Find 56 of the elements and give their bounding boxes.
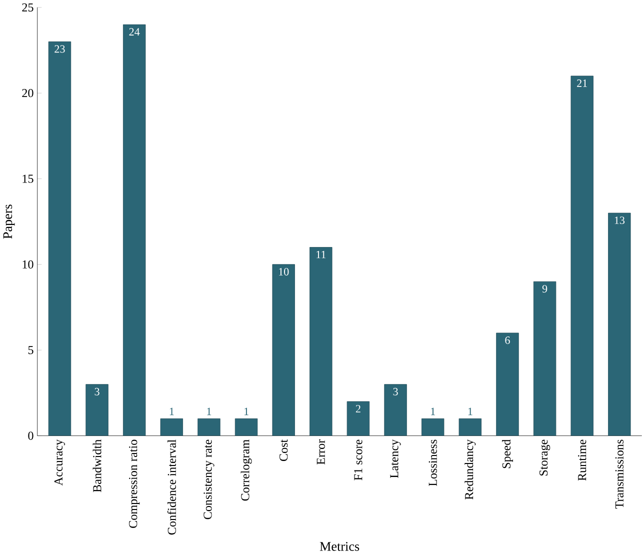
data-label: 24: [129, 28, 140, 36]
y-tick-label: 5: [28, 346, 34, 354]
data-label: 3: [94, 388, 100, 396]
x-tick-label: Bandwidth: [92, 439, 102, 492]
data-label: 1: [170, 408, 174, 415]
x-tick-label: Lossiness: [428, 440, 437, 486]
bar: [458, 418, 482, 436]
data-label: 10: [279, 268, 289, 276]
bar: [422, 418, 444, 436]
x-tick-label: Runtime: [578, 440, 586, 481]
x-tick-label: Consistency rate: [204, 440, 214, 520]
x-tick-label: Error: [316, 439, 325, 464]
y-tick-label: 10: [22, 260, 34, 268]
bar: [533, 281, 556, 436]
data-label: 11: [316, 250, 326, 258]
data-label: 1: [468, 408, 472, 415]
x-tick-label: Compression ratio: [129, 440, 140, 528]
x-tick-label: Accuracy: [54, 439, 66, 486]
bar: [48, 41, 72, 436]
x-tick-label: Cost: [280, 439, 288, 461]
bar: [496, 332, 519, 436]
x-tick-label: Confidence interval: [167, 439, 176, 535]
x-axis-title: Metrics: [320, 542, 360, 551]
data-label: 1: [431, 408, 435, 415]
x-tick-label: Storage: [539, 440, 550, 476]
bar: [160, 418, 183, 436]
bar: [346, 401, 370, 436]
data-label: 3: [393, 388, 398, 396]
x-tick-label: F1 score: [354, 440, 362, 480]
bar: [384, 384, 407, 436]
y-tick-label: 0: [28, 432, 34, 440]
x-tick-label: Speed: [502, 439, 513, 468]
bar: [123, 24, 146, 436]
data-label: 9: [542, 285, 548, 292]
y-tick-label: 15: [22, 174, 34, 183]
data-label: 6: [505, 336, 510, 344]
bar: [198, 418, 220, 436]
data-label: 13: [614, 216, 625, 224]
x-tick-label: Correlogram: [240, 439, 252, 501]
data-label: 1: [207, 408, 212, 415]
bar: [570, 76, 594, 436]
x-tick-label: Transmissions: [615, 440, 624, 509]
data-label: 21: [577, 79, 587, 87]
y-tick-label: 20: [22, 88, 34, 98]
bar: [310, 246, 332, 436]
y-tick-label: 25: [22, 3, 34, 12]
x-tick-label: Redundancy: [464, 439, 476, 500]
bar: [234, 418, 258, 436]
bar: [272, 264, 295, 436]
bar: [86, 384, 108, 436]
data-label: 2: [356, 404, 360, 412]
data-label: 1: [244, 408, 248, 415]
x-tick-label: Latency: [390, 439, 401, 478]
data-label: 23: [54, 45, 65, 53]
y-axis-title: Papers: [3, 204, 15, 239]
bar: [608, 212, 631, 436]
